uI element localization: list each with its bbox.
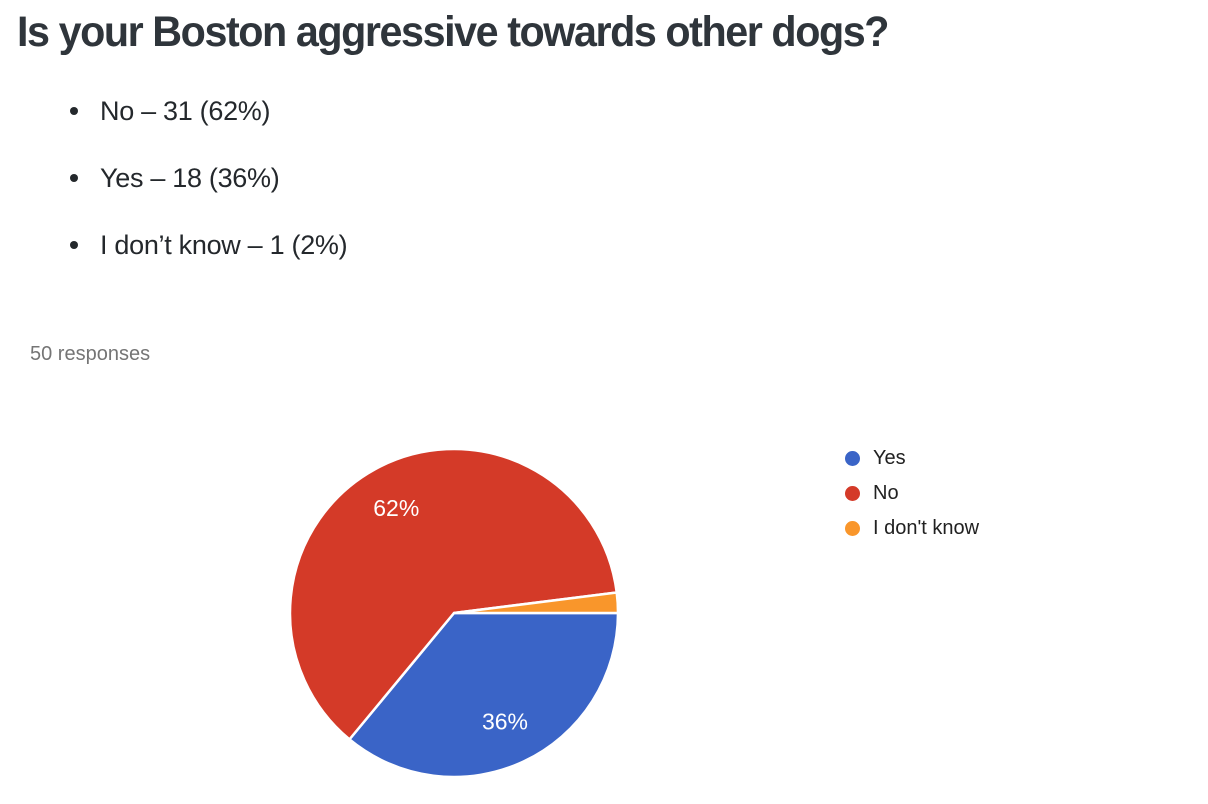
page-title: Is your Boston aggressive towards other …	[17, 8, 890, 56]
summary-list: No – 31 (62%) Yes – 18 (36%) I don’t kno…	[70, 96, 348, 298]
list-item: Yes – 18 (36%)	[70, 163, 347, 193]
pie-slice	[288, 447, 618, 741]
list-item-text: I don’t know – 1 (2%)	[100, 230, 348, 260]
bullet-icon	[70, 241, 78, 249]
pie-slice	[348, 611, 620, 779]
legend-swatch-icon	[845, 486, 860, 501]
legend-label: No	[873, 482, 899, 504]
legend-item: I don't know	[845, 511, 979, 546]
legend-swatch-icon	[845, 451, 860, 466]
legend-label: I don't know	[873, 517, 980, 539]
list-item: I don’t know – 1 (2%)	[70, 230, 348, 260]
pie-slice	[452, 591, 620, 615]
responses-count: 50 responses	[30, 343, 151, 365]
slice-label: 62%	[373, 495, 419, 521]
pie-chart-svg: 36% 62%	[288, 447, 620, 779]
list-item: No – 31 (62%)	[70, 96, 347, 126]
list-item-text: No – 31 (62%)	[100, 96, 271, 126]
list-item-text: Yes – 18 (36%)	[100, 163, 280, 193]
legend-swatch-icon	[845, 521, 860, 536]
pie-chart: 36% 62%	[288, 447, 620, 779]
legend-label: Yes	[873, 447, 906, 469]
slice-label: 36%	[482, 708, 528, 734]
legend-item: Yes	[845, 441, 979, 476]
legend-item: No	[845, 476, 979, 511]
bullet-icon	[70, 107, 78, 115]
bullet-icon	[70, 174, 78, 182]
chart-legend: Yes No I don't know	[845, 441, 979, 546]
